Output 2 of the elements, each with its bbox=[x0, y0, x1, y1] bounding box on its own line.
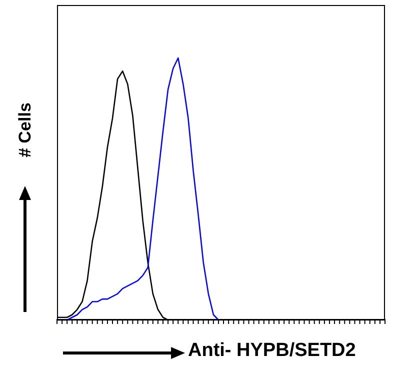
x-axis-title: Anti- HYPB/SETD2 bbox=[188, 340, 356, 362]
y-axis-title: # Cells bbox=[15, 102, 35, 158]
